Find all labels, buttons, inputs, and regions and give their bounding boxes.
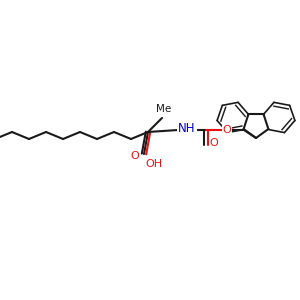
Text: O: O (130, 151, 140, 161)
Text: OH: OH (146, 159, 163, 169)
Text: NH: NH (178, 122, 196, 136)
Text: O: O (223, 125, 231, 135)
Text: Me: Me (156, 104, 172, 114)
Text: O: O (210, 138, 218, 148)
